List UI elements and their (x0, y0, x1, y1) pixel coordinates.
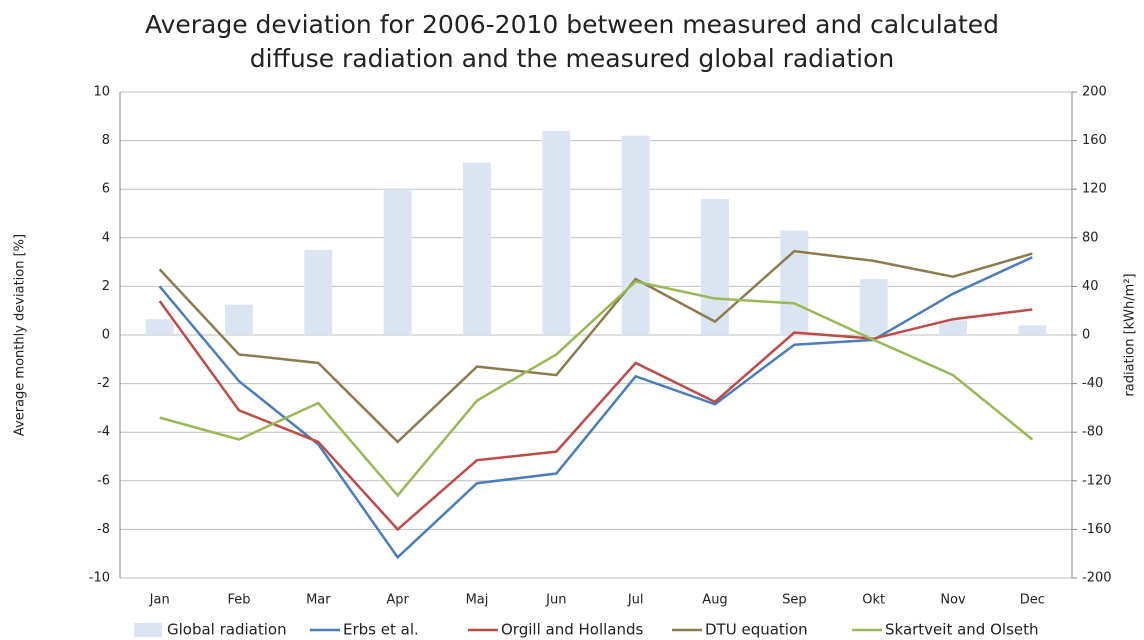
x-tick-label: Feb (227, 593, 250, 608)
x-tick-label: Sep (782, 593, 807, 608)
bar (304, 249, 333, 335)
bar (542, 130, 571, 335)
x-tick-label: Aug (702, 593, 727, 608)
bar (145, 319, 174, 335)
y-tick-label: -4 (97, 425, 110, 440)
y-axis-label: Average monthly deviation [%] (13, 234, 28, 436)
y2-tick-label: 120 (1082, 182, 1107, 197)
bar (463, 162, 491, 335)
x-tick-label: Okt (862, 593, 885, 608)
chart-title: Average deviation for 2006-2010 between … (144, 10, 1000, 73)
y2-tick-label: -80 (1082, 425, 1103, 440)
x-tick-label: Mar (306, 593, 331, 608)
bar (621, 135, 650, 335)
legend-label: Orgill and Hollands (501, 621, 644, 639)
line (158, 256, 1033, 560)
y2-tick-label: -160 (1082, 522, 1112, 537)
y2-tick-label: -40 (1082, 376, 1103, 391)
bar (1018, 325, 1047, 335)
bar (383, 189, 412, 335)
x-tick-label: Jun (545, 593, 566, 608)
line (159, 280, 1034, 498)
y-tick-label: -2 (97, 376, 110, 391)
x-tick-label: Jul (627, 593, 644, 608)
y-tick-label: -8 (97, 522, 110, 537)
y2-tick-label: 160 (1082, 133, 1107, 148)
x-tick-label: Dec (1020, 593, 1045, 608)
bar (859, 279, 888, 335)
line (158, 249, 1033, 444)
bar (939, 320, 967, 335)
legend-label: Erbs et al. (343, 621, 419, 639)
x-tick-label: Nov (940, 593, 966, 608)
legend-swatch (134, 623, 162, 637)
y2-tick-label: 0 (1082, 328, 1090, 343)
y2-tick-label: 80 (1082, 230, 1099, 245)
legend-label: Global radiation (167, 621, 287, 639)
y2-axis-label: radiation [kWh/m²] (1123, 273, 1138, 396)
y-tick-label: 6 (102, 182, 110, 197)
legend-label: Skartveit and Olseth (885, 621, 1039, 639)
y2-tick-label: -200 (1082, 571, 1112, 586)
legend-label: DTU equation (705, 621, 808, 639)
bar (225, 304, 253, 335)
y-tick-label: -6 (97, 473, 110, 488)
y2-tick-label: -120 (1082, 473, 1112, 488)
bar (780, 230, 809, 335)
line (158, 300, 1033, 532)
y-tick-label: 0 (102, 328, 110, 343)
y-tick-label: 8 (102, 133, 110, 148)
x-tick-label: Maj (466, 593, 489, 608)
y-tick-label: -10 (89, 571, 110, 586)
y-tick-label: 10 (93, 85, 110, 100)
y2-tick-label: 40 (1082, 279, 1099, 294)
x-tick-label: Jan (149, 593, 170, 608)
x-tick-label: Apr (386, 593, 409, 608)
y-tick-label: 4 (102, 230, 110, 245)
y-tick-label: 2 (102, 279, 110, 294)
y2-tick-label: 200 (1082, 85, 1107, 100)
